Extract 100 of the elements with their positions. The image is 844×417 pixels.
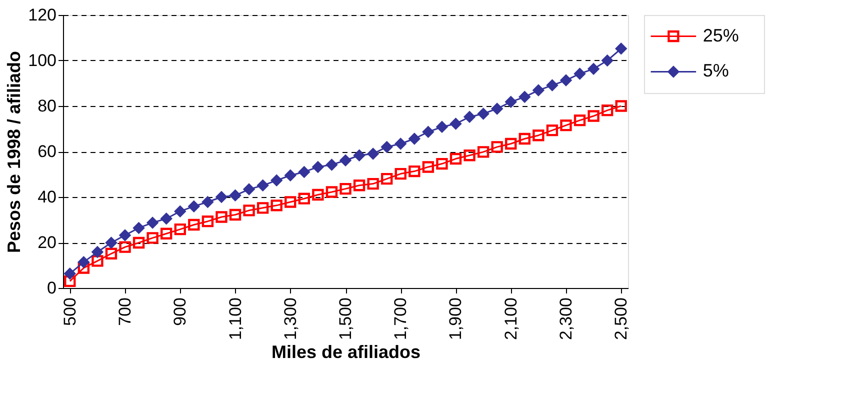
point bbox=[588, 110, 600, 122]
point bbox=[78, 256, 90, 268]
point bbox=[367, 178, 379, 190]
point bbox=[78, 262, 90, 274]
point bbox=[408, 132, 421, 145]
point bbox=[532, 130, 544, 142]
point bbox=[504, 96, 517, 108]
y-tick-label: 120 bbox=[28, 6, 56, 24]
point bbox=[477, 146, 490, 158]
point bbox=[146, 232, 158, 244]
point bbox=[326, 186, 338, 198]
point bbox=[326, 158, 338, 171]
point bbox=[546, 124, 558, 136]
point bbox=[574, 114, 586, 126]
point bbox=[422, 126, 434, 138]
point bbox=[312, 160, 324, 174]
point bbox=[394, 168, 406, 180]
y-tick-label: 0 bbox=[47, 278, 56, 298]
x-tick-label: 2,300 bbox=[556, 298, 576, 340]
point bbox=[560, 119, 572, 132]
point bbox=[601, 54, 614, 67]
y-tick-label: 80 bbox=[38, 96, 56, 116]
x-tick-label: 2,500 bbox=[612, 298, 631, 340]
point bbox=[188, 200, 200, 212]
legend-label: 25% bbox=[702, 25, 739, 46]
x-tick-label: 900 bbox=[170, 298, 190, 326]
point bbox=[436, 158, 448, 170]
point bbox=[518, 90, 531, 104]
point bbox=[450, 118, 462, 130]
point bbox=[518, 132, 530, 145]
x-tick-label: 500 bbox=[60, 298, 80, 326]
x-tick-label: 1,500 bbox=[336, 298, 355, 340]
point bbox=[174, 223, 186, 236]
point bbox=[614, 42, 628, 55]
point bbox=[92, 255, 104, 267]
point bbox=[242, 183, 256, 196]
point bbox=[119, 241, 131, 253]
point bbox=[490, 102, 504, 115]
point bbox=[132, 222, 145, 234]
point bbox=[64, 275, 76, 288]
point bbox=[215, 190, 228, 204]
point bbox=[587, 62, 600, 76]
point bbox=[464, 150, 476, 162]
point bbox=[284, 169, 296, 182]
point bbox=[312, 188, 324, 201]
x-tick-label: 700 bbox=[116, 298, 135, 326]
y-tick-label: 20 bbox=[38, 233, 56, 252]
x-tick-label: 1,300 bbox=[280, 298, 300, 340]
point bbox=[477, 108, 490, 120]
x-axis-title: Miles de afiliados bbox=[271, 342, 421, 362]
point bbox=[450, 152, 462, 165]
point bbox=[601, 104, 614, 116]
x-tick-label: 1,900 bbox=[446, 298, 466, 340]
point bbox=[105, 236, 118, 249]
point bbox=[380, 140, 393, 154]
point bbox=[284, 196, 296, 208]
x-tick-label: 1,100 bbox=[226, 298, 245, 340]
point bbox=[298, 192, 310, 204]
point bbox=[174, 205, 186, 218]
point bbox=[160, 212, 172, 225]
point bbox=[560, 74, 572, 86]
y-tick-label: 60 bbox=[38, 142, 56, 161]
y-axis-title: Pesos de 1998 / afiliado bbox=[4, 50, 24, 254]
point bbox=[532, 84, 545, 96]
y-tick-label: 40 bbox=[38, 188, 56, 206]
point bbox=[436, 120, 448, 134]
point bbox=[505, 138, 517, 150]
point bbox=[353, 180, 366, 192]
point bbox=[91, 246, 104, 258]
point bbox=[574, 68, 586, 80]
point bbox=[146, 216, 159, 229]
point bbox=[270, 200, 282, 212]
y-tick-label: 100 bbox=[28, 51, 56, 70]
point bbox=[118, 229, 132, 242]
point bbox=[491, 141, 503, 153]
point bbox=[256, 179, 269, 192]
point bbox=[408, 165, 420, 178]
point bbox=[216, 211, 228, 223]
point bbox=[270, 174, 283, 187]
point bbox=[615, 100, 627, 112]
point bbox=[339, 154, 352, 166]
x-tick-label: 1,700 bbox=[391, 298, 410, 340]
point bbox=[229, 208, 242, 221]
point bbox=[381, 172, 393, 185]
point bbox=[546, 79, 558, 92]
point bbox=[132, 236, 145, 249]
point bbox=[229, 189, 242, 202]
point bbox=[366, 148, 380, 160]
point bbox=[298, 166, 310, 178]
point bbox=[422, 161, 434, 173]
x-tick-label: 2,100 bbox=[501, 298, 520, 340]
point bbox=[202, 216, 214, 228]
point bbox=[202, 196, 214, 208]
point bbox=[256, 202, 269, 214]
point bbox=[340, 182, 352, 195]
point bbox=[353, 149, 366, 162]
point bbox=[160, 228, 172, 240]
point bbox=[188, 218, 200, 231]
legend-label: 5% bbox=[702, 60, 729, 81]
point bbox=[64, 268, 76, 280]
